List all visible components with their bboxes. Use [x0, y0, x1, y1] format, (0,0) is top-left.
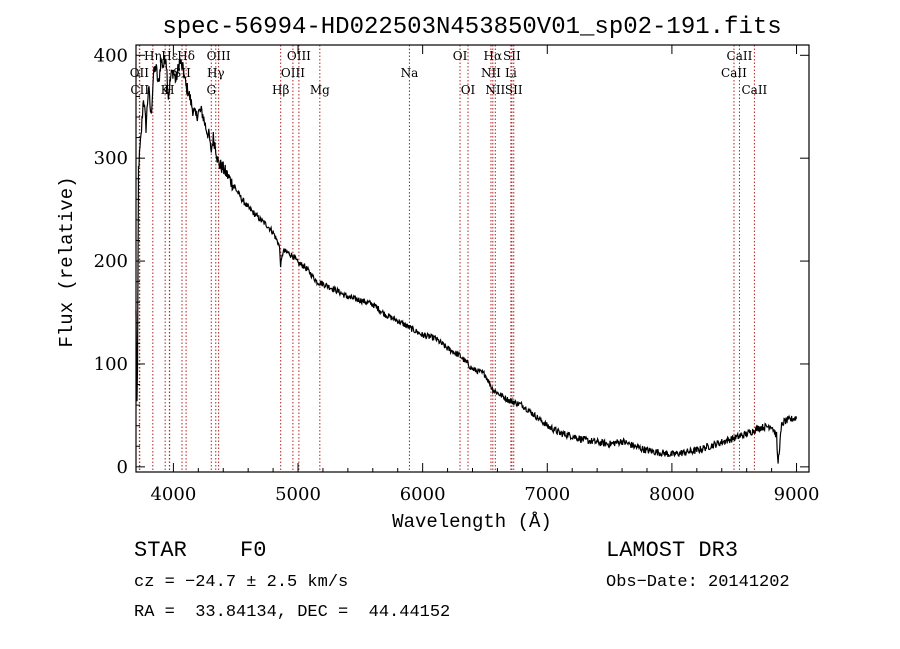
spectral-line-label: Hγ — [207, 66, 225, 80]
redshift-velocity: cz = −24.7 ± 2.5 km/s — [134, 573, 349, 592]
spectral-line-label: OIII — [287, 49, 311, 63]
sky-coordinates: RA = 33.84134, DEC = 44.44152 — [134, 603, 451, 622]
x-tick-label: 7000 — [524, 484, 570, 505]
x-tick-label: 4000 — [150, 484, 196, 505]
object-subclass: F0 — [240, 538, 267, 563]
spectral-line-label: CaII — [721, 66, 747, 80]
spectral-line-label: Li — [505, 66, 517, 80]
spectral-line-label: SII — [503, 49, 521, 63]
y-tick-label: 0 — [117, 457, 128, 478]
spectral-line-label: OI — [461, 83, 476, 97]
object-class: STAR — [134, 538, 187, 563]
plot-frame — [135, 44, 810, 473]
y-tick-label: 100 — [94, 354, 128, 375]
x-tick-label: 9000 — [774, 484, 820, 505]
spectral-line-label: CII — [130, 83, 149, 97]
spectral-line-label: OIII — [281, 66, 305, 80]
spectral-line-label: Hη — [144, 49, 162, 63]
y-tick-label: 300 — [94, 148, 128, 169]
spectral-line-label: OI — [453, 49, 468, 63]
chart-title: spec-56994-HD022503N453850V01_sp02-191.f… — [162, 14, 781, 41]
spectral-line-label: G — [206, 83, 216, 97]
x-tick-label: 5000 — [275, 484, 321, 505]
spectral-line-label: OIII — [207, 49, 231, 63]
spectral-line-label: NII — [485, 83, 505, 97]
spectral-line-label: Hδ — [177, 49, 195, 63]
y-axis-label: Flux (relative) — [56, 176, 78, 347]
spectral-line-label: CaII — [727, 49, 753, 63]
spectral-line-label: CaII — [741, 83, 767, 97]
survey-name: LAMOST DR3 — [606, 538, 739, 563]
spectral-line-label: Mg — [310, 83, 330, 97]
spectral-line-label: SII — [505, 83, 523, 97]
axis-ticks: 4000 5000 6000 7000 8000 9000 0 100 200 300 400 — [94, 45, 820, 505]
spectral-line-label: Hα — [484, 49, 503, 63]
y-tick-label: 400 — [94, 45, 128, 66]
x-tick-label: 8000 — [649, 484, 695, 505]
spectral-line-label: Na — [401, 66, 419, 80]
observation-date: Obs−Date: 20141202 — [606, 573, 790, 592]
y-tick-label: 200 — [94, 251, 128, 272]
spectral-line-label: NII — [481, 66, 501, 80]
x-tick-label: 6000 — [400, 484, 446, 505]
spectral-line-label: Hβ — [272, 83, 289, 97]
spectrum-series-line — [135, 55, 798, 464]
x-axis-label: Wavelength (Å) — [392, 511, 552, 533]
spectral-line-label: K — [161, 83, 171, 97]
